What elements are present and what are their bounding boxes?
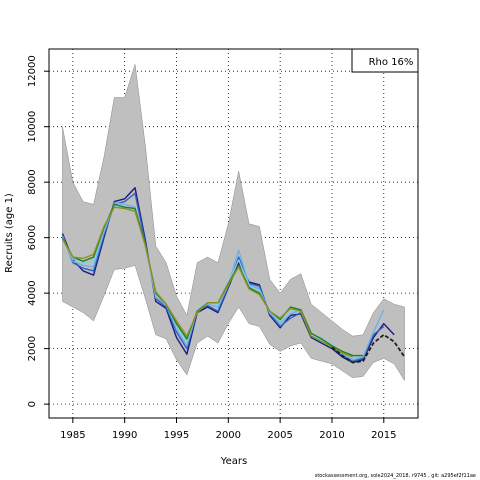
y-tick-label-0: 0 <box>27 401 38 407</box>
legend: Rho 16% <box>351 48 419 73</box>
legend-box <box>351 48 419 73</box>
x-tick-label-2015: 2015 <box>371 430 396 441</box>
y-axis-ticks: 0 2000 4000 6000 8000 10000 12000 <box>27 55 49 407</box>
y-tick-label-2000: 2000 <box>27 336 38 361</box>
plot-frame <box>48 48 419 419</box>
y-tick-label-10000: 10000 <box>27 111 38 143</box>
series-line-6 <box>61 206 353 358</box>
x-tick-label-1985: 1985 <box>60 430 85 441</box>
confidence-band-area <box>62 64 405 382</box>
series-line-7 <box>331 333 406 364</box>
x-tick-label-2000: 2000 <box>216 430 241 441</box>
confidence-band <box>62 64 405 382</box>
series-lines <box>61 187 406 364</box>
legend-entry-rho: Rho 16% <box>369 57 414 68</box>
x-tick-label-2010: 2010 <box>319 430 344 441</box>
y-tick-label-12000: 12000 <box>27 55 38 87</box>
y-tick-label-8000: 8000 <box>27 169 38 194</box>
footer-credit: stockassessment.org, sole2024_2018, r974… <box>314 473 476 479</box>
x-tick-label-1995: 1995 <box>164 430 189 441</box>
x-axis-ticks: 1985 1990 1995 2000 2005 2010 2015 <box>60 418 397 441</box>
y-tick-label-6000: 6000 <box>27 225 38 250</box>
y-axis-title: Recruits (age 1) <box>4 193 15 273</box>
x-tick-label-1990: 1990 <box>112 430 137 441</box>
x-axis-title: Years <box>220 456 247 467</box>
x-tick-label-2005: 2005 <box>267 430 292 441</box>
y-tick-label-4000: 4000 <box>27 280 38 305</box>
